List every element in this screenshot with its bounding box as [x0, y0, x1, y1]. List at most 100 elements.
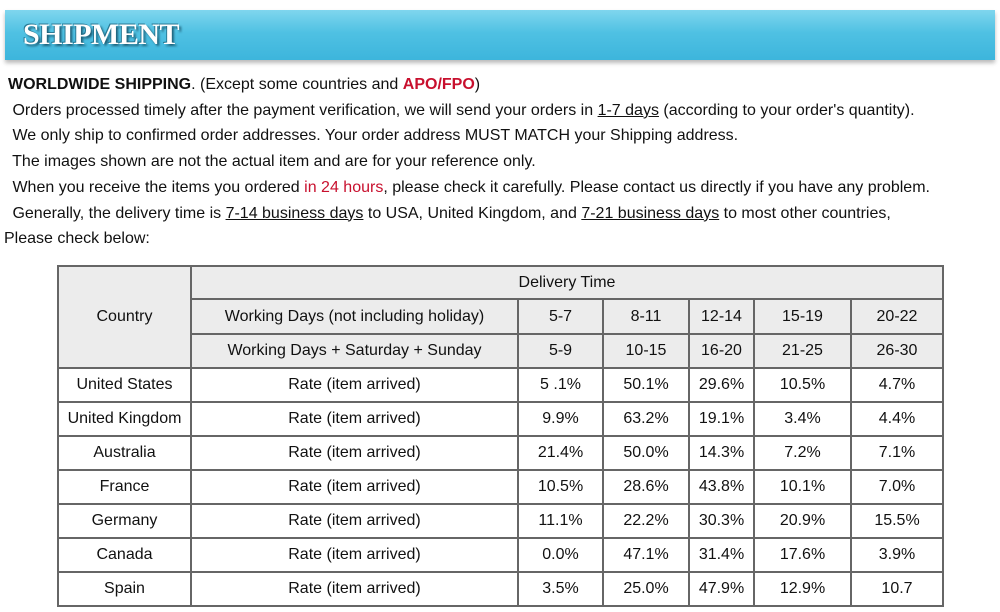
table-cell: 20-22: [850, 298, 944, 335]
table-row: Canada Rate (item arrived) 0.0% 47.1% 31.4% 1…: [57, 537, 944, 573]
table-cell: 12-14: [688, 298, 755, 335]
table-cell: 10.5%: [517, 469, 604, 505]
text-line: We only ship to confirmed order addresse…: [8, 123, 998, 149]
table-cell: Germany: [57, 503, 192, 539]
table-cell: Rate (item arrived): [190, 367, 519, 403]
text: to most other countries,: [719, 204, 891, 222]
table-cell: 19.1%: [688, 401, 755, 437]
table-cell: 4.7%: [850, 367, 944, 403]
table-cell: 28.6%: [602, 469, 690, 505]
table-cell: 50.0%: [602, 435, 690, 471]
table-cell: 31.4%: [688, 537, 755, 573]
table-cell: 8-11: [602, 298, 690, 335]
text: The images shown are not the actual item…: [8, 153, 536, 171]
table-cell: 3.5%: [517, 571, 604, 607]
delivery-table: Country Delivery Time Working Days (not in…: [57, 265, 944, 607]
text: in 24 hours: [304, 178, 384, 196]
table-cell: 30.3%: [688, 503, 755, 539]
table-cell: 10.1%: [753, 469, 852, 505]
table-cell: United States: [57, 367, 192, 403]
table-cell: 3.9%: [850, 537, 944, 573]
text-line: When you receive the items you ordered i…: [8, 175, 998, 201]
text: (according to your order's quantity).: [658, 101, 915, 119]
banner: SHIPMENT: [5, 10, 995, 60]
text: Orders processed timely after the paymen…: [8, 101, 598, 119]
table-row: Working Days (not including holiday) 5-7 8…: [58, 298, 944, 335]
text-line: Orders processed timely after the paymen…: [8, 98, 998, 124]
table-cell: 7.1%: [850, 435, 944, 471]
table-cell: Australia: [57, 435, 192, 471]
table-cell: 5-7: [517, 298, 604, 335]
table-row: United States Rate (item arrived) 5 .1% 50.…: [57, 367, 944, 403]
table-cell: Rate (item arrived): [190, 503, 519, 539]
table-cell: 0.0%: [517, 537, 604, 573]
table-row: Australia Rate (item arrived) 21.4% 50.0% 14…: [57, 435, 944, 471]
text: When you receive the items you ordered: [8, 178, 305, 196]
text: 1-7 days: [597, 101, 659, 119]
table-cell: Spain: [57, 571, 192, 607]
table-cell: 4.4%: [850, 401, 944, 437]
text: . (Except some countries and: [191, 76, 403, 93]
table-row: United Kingdom Rate (item arrived) 9.9% 63.…: [57, 401, 944, 437]
text-line: The images shown are not the actual item…: [8, 149, 998, 175]
table-cell: 3.4%: [753, 401, 852, 437]
table-row: France Rate (item arrived) 10.5% 28.6% 43.8%…: [57, 469, 944, 505]
table-row: Germany Rate (item arrived) 11.1% 22.2% 30.3…: [57, 503, 944, 539]
table-cell: 22.2%: [602, 503, 690, 539]
table-cell: 11.1%: [517, 503, 604, 539]
text: ): [474, 76, 481, 93]
text: 7-21 business days: [581, 204, 720, 222]
table-cell: 9.9%: [517, 401, 604, 437]
table-cell: 10.5%: [753, 367, 852, 403]
table-cell: Rate (item arrived): [190, 537, 519, 573]
text: , please check it carefully. Please cont…: [383, 178, 930, 196]
table-cell: 10-15: [602, 333, 690, 369]
table-cell: 25.0%: [602, 571, 690, 607]
table-cell: Rate (item arrived): [190, 435, 519, 471]
table-cell: 7.0%: [850, 469, 944, 505]
text: APO/FPO: [402, 76, 475, 93]
table-cell: 14.3%: [688, 435, 755, 471]
table-cell: Country: [57, 265, 192, 369]
table-cell: Rate (item arrived): [190, 401, 519, 437]
table-cell: 63.2%: [602, 401, 690, 437]
text-line: WORLDWIDE SHIPPING. (Except some countri…: [8, 72, 998, 98]
table-cell: Working Days + Saturday + Sunday: [190, 333, 519, 369]
table-cell: 5-9: [517, 333, 604, 369]
table-cell: 26-30: [850, 333, 944, 369]
banner-title: SHIPMENT: [23, 18, 180, 51]
text: WORLDWIDE SHIPPING: [8, 76, 192, 93]
text: Generally, the delivery time is: [8, 204, 226, 222]
table-cell: Working Days (not including holiday): [190, 298, 519, 335]
text-line: Generally, the delivery time is 7-14 bus…: [8, 201, 998, 227]
table-cell: 15.5%: [850, 503, 944, 539]
table-cell: 50.1%: [602, 367, 690, 403]
text-line: Please check below:: [4, 226, 998, 252]
table-cell: 29.6%: [688, 367, 755, 403]
table-cell: 10.7: [850, 571, 944, 607]
table-cell: 15-19: [753, 298, 852, 335]
table-cell: 21-25: [753, 333, 852, 369]
text: We only ship to confirmed order addresse…: [8, 127, 739, 145]
table-cell: 16-20: [688, 333, 755, 369]
table-cell: 12.9%: [753, 571, 852, 607]
table-cell: 47.9%: [688, 571, 755, 607]
table-cell: Rate (item arrived): [190, 571, 519, 607]
table-cell: United Kingdom: [57, 401, 192, 437]
text: 7-14 business days: [225, 204, 364, 222]
table-cell: Delivery Time: [190, 265, 944, 300]
table-cell: 7.2%: [753, 435, 852, 471]
table-cell: 47.1%: [602, 537, 690, 573]
table-cell: Rate (item arrived): [190, 469, 519, 505]
intro: WORLDWIDE SHIPPING. (Except some countri…: [4, 72, 998, 252]
table-row: Working Days + Saturday + Sunday 5-9 10-15…: [58, 333, 944, 369]
table-cell: Canada: [57, 537, 192, 573]
table-cell: 21.4%: [517, 435, 604, 471]
text: Please check below:: [4, 230, 150, 248]
table-cell: 5 .1%: [517, 367, 604, 403]
table-row: Country Delivery Time: [57, 265, 944, 369]
table-cell: France: [57, 469, 192, 505]
table-cell: 17.6%: [753, 537, 852, 573]
table-row: Spain Rate (item arrived) 3.5% 25.0% 47.9% 12…: [57, 571, 944, 607]
